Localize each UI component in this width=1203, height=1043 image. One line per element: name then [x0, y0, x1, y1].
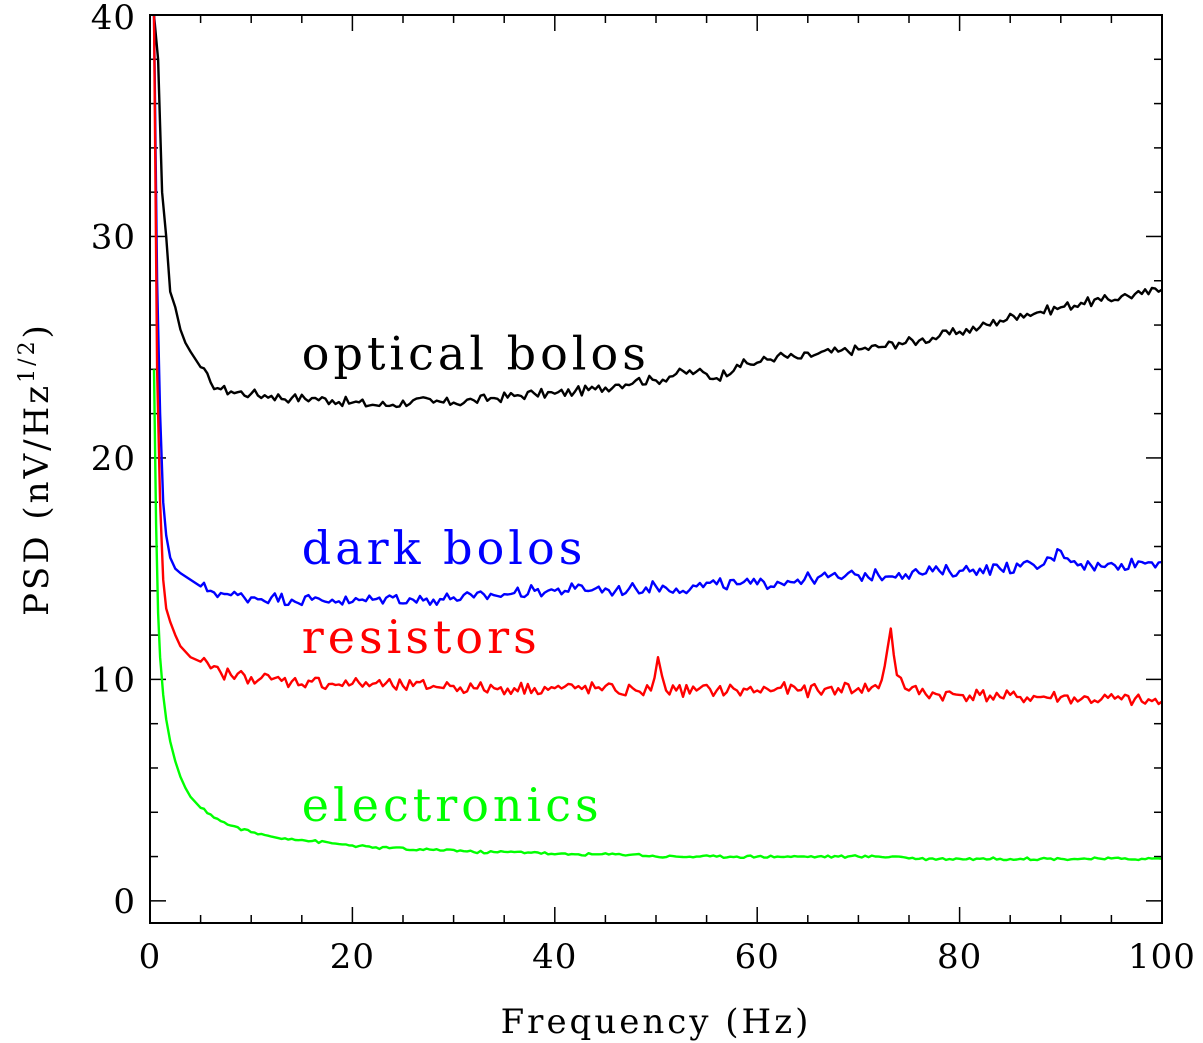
series-line-resistors: [152, 14, 1163, 707]
y-tick-label: 20: [91, 439, 136, 479]
y-tick-label: 40: [91, 0, 136, 38]
series-label-electronics: electronics: [302, 778, 603, 832]
y-axis-title-main: PSD (nV/Hz: [17, 383, 57, 616]
y-axis-title: PSD (nV/Hz1/2): [15, 322, 57, 616]
x-tick-label: 60: [735, 937, 780, 977]
x-tick-label: 100: [1128, 937, 1196, 977]
x-tick-label: 40: [532, 937, 577, 977]
series-line-electronics: [152, 369, 1163, 862]
x-tick-label: 0: [139, 937, 162, 977]
series-lines: [152, 14, 1163, 862]
y-tick-label: 10: [91, 660, 136, 700]
series-label-resistors: resistors: [302, 610, 541, 664]
series-label-optical-bolos: optical bolos: [302, 326, 650, 380]
x-axis-title: Frequency (Hz): [501, 1002, 812, 1042]
y-axis-title-superscript: 1/2: [15, 338, 40, 382]
x-tick-label: 80: [937, 937, 982, 977]
y-axis-title-close: ): [17, 322, 57, 338]
series-labels: optical bolos dark bolos resistors electron…: [302, 326, 650, 832]
series-line-optical-bolos: [152, 14, 1163, 409]
plot-frame: [149, 14, 1163, 924]
series-label-dark-bolos: dark bolos: [302, 521, 587, 575]
series-line-dark-bolos: [152, 14, 1163, 607]
y-tick-label: 30: [91, 217, 136, 257]
tick-labels: 0 20 40 60 80 100 0 10 20 30 40: [91, 0, 1196, 977]
y-tick-label: 0: [113, 882, 136, 922]
x-tick-label: 20: [330, 937, 375, 977]
